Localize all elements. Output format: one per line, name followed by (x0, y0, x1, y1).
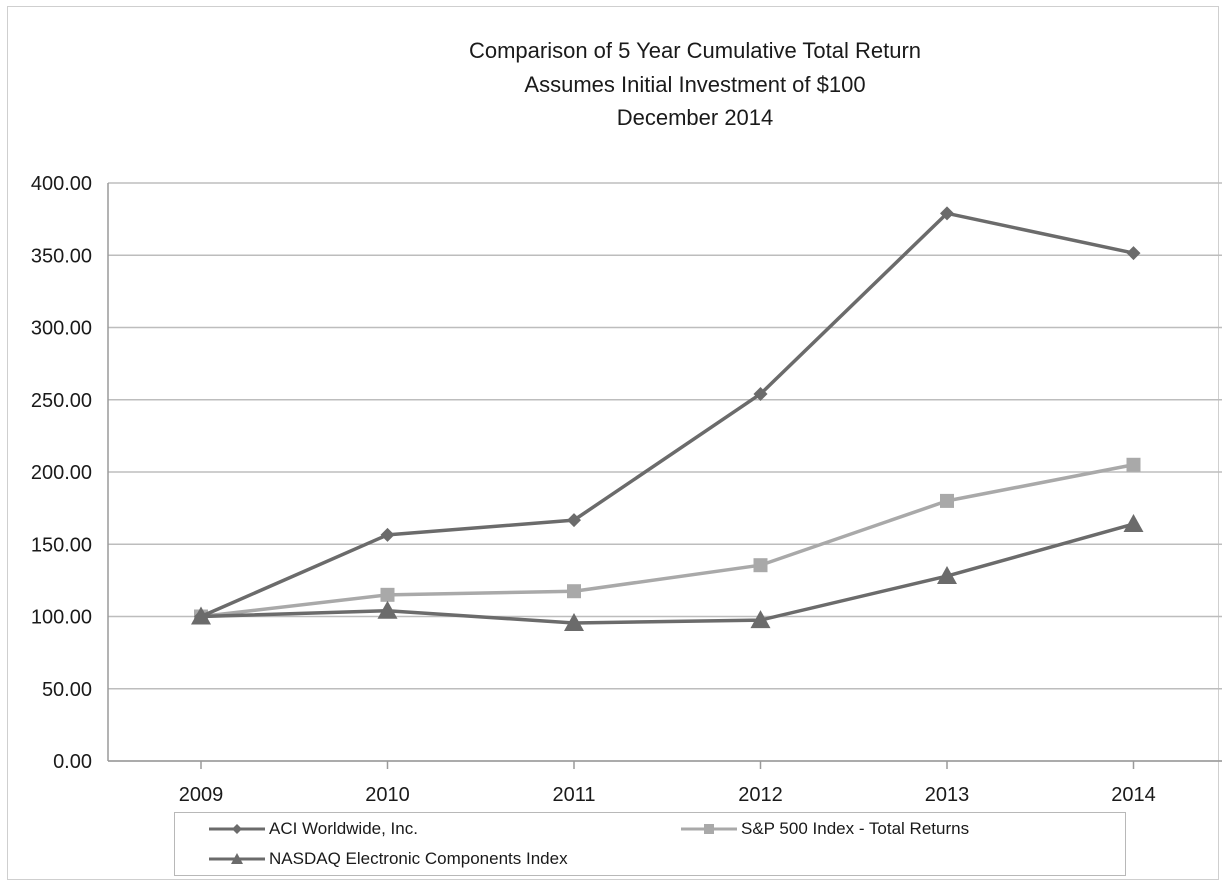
chart-legend: ACI Worldwide, Inc. S&P 500 Index - Tota… (174, 812, 1126, 876)
data-point-triangle (750, 610, 771, 629)
y-tick-label: 350.00 (31, 245, 92, 267)
data-point-diamond (380, 527, 395, 542)
y-tick-label: 50.00 (42, 679, 92, 701)
data-point-triangle (191, 606, 211, 625)
y-tick-label: 300.00 (31, 318, 92, 340)
series-line-square (200, 463, 1134, 619)
data-point-triangle (937, 566, 957, 585)
x-tick-label: 2014 (1111, 784, 1156, 806)
x-tick-label: 2012 (738, 784, 783, 806)
legend-swatch-square (681, 824, 737, 834)
x-tick-label: 2011 (552, 784, 595, 806)
data-point-square (753, 558, 768, 573)
y-tick-label: 0.00 (53, 751, 92, 773)
data-point-triangle (1123, 514, 1144, 533)
legend-swatch-triangle (209, 853, 265, 864)
legend-item-nasdaq: NASDAQ Electronic Components Index (209, 849, 568, 869)
legend-swatch-diamond (209, 824, 265, 834)
legend-label: NASDAQ Electronic Components Index (269, 849, 568, 868)
data-point-triangle (564, 613, 584, 632)
legend-item-aci: ACI Worldwide, Inc. (209, 819, 418, 839)
data-point-diamond (1126, 246, 1141, 261)
chart-frame (7, 6, 1219, 880)
y-tick-label: 250.00 (31, 390, 92, 412)
legend-item-sp500: S&P 500 Index - Total Returns (681, 819, 969, 839)
data-point-square (567, 584, 581, 599)
y-tick-label: 100.00 (31, 607, 92, 629)
chart-title: Comparison of 5 Year Cumulative Total Re… (468, 38, 922, 63)
data-point-diamond (567, 513, 581, 528)
x-tick-label: 2013 (925, 784, 970, 806)
y-tick-label: 200.00 (31, 462, 92, 484)
x-tick-label: 2009 (179, 784, 224, 806)
legend-label: S&P 500 Index - Total Returns (741, 819, 970, 838)
x-tick-label: 2010 (365, 784, 410, 806)
series-line-diamond (200, 211, 1134, 619)
data-point-diamond (753, 386, 768, 401)
data-point-square (1126, 457, 1141, 472)
data-point-square (380, 587, 395, 602)
chart-subtitle-date: December 2014 (616, 105, 774, 130)
y-tick-label: 400.00 (31, 173, 92, 195)
data-point-triangle (377, 600, 398, 619)
legend-label: ACI Worldwide, Inc. (269, 819, 418, 838)
chart-subtitle: Assumes Initial Investment of $100 (524, 72, 866, 97)
data-point-square (940, 493, 954, 508)
y-tick-label: 150.00 (31, 534, 92, 556)
series-line-triangle (200, 522, 1134, 625)
data-point-diamond (940, 206, 954, 221)
